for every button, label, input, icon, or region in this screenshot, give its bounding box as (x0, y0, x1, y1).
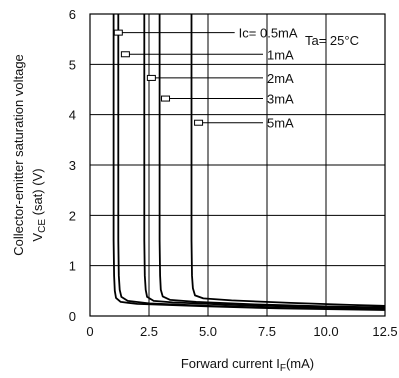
series-label: 5mA (267, 116, 294, 131)
x-tick-label: 10.0 (313, 324, 338, 339)
x-tick-label: 12.5 (372, 324, 397, 339)
series-marker (195, 120, 203, 125)
series-marker (114, 30, 122, 35)
series-label: 2mA (267, 71, 294, 86)
grid-lines (90, 14, 385, 316)
x-axis-label: Forward current IF(mA) (181, 356, 314, 374)
series-label: 3mA (267, 92, 294, 107)
x-axis-label-prefix: Forward current I (181, 356, 280, 371)
y-tick-label: 0 (69, 309, 76, 324)
condition-label: Ta= 25°C (305, 33, 359, 48)
x-tick-label: 2.5 (140, 324, 158, 339)
y-axis-label-sub: CE (37, 219, 48, 233)
y-tick-label: 2 (69, 208, 76, 223)
series-marker (147, 75, 155, 80)
y-tick-label: 3 (69, 158, 76, 173)
y-tick-label: 1 (69, 259, 76, 274)
y-tick-label: 5 (69, 57, 76, 72)
x-tick-label: 0 (86, 324, 93, 339)
y-axis-label-suffix: (sat) (V) (30, 168, 45, 219)
x-axis-label-suffix: (mA) (286, 356, 314, 371)
series-label: Ic= 0.5mA (239, 26, 298, 41)
y-axis-label-line1: Collector-emitter saturation voltage (11, 54, 26, 256)
x-tick-label: 5.0 (199, 324, 217, 339)
y-tick-label: 6 (69, 7, 76, 22)
series-marker (162, 96, 170, 101)
series-label: 1mA (267, 47, 294, 62)
x-tick-label: 7.5 (258, 324, 276, 339)
series-line (144, 14, 385, 308)
y-axis-label-line2: VCE (sat) (V) (30, 168, 48, 241)
y-axis-label-v: V (30, 233, 45, 242)
y-tick-label: 4 (69, 108, 76, 123)
series-marker (121, 52, 129, 57)
